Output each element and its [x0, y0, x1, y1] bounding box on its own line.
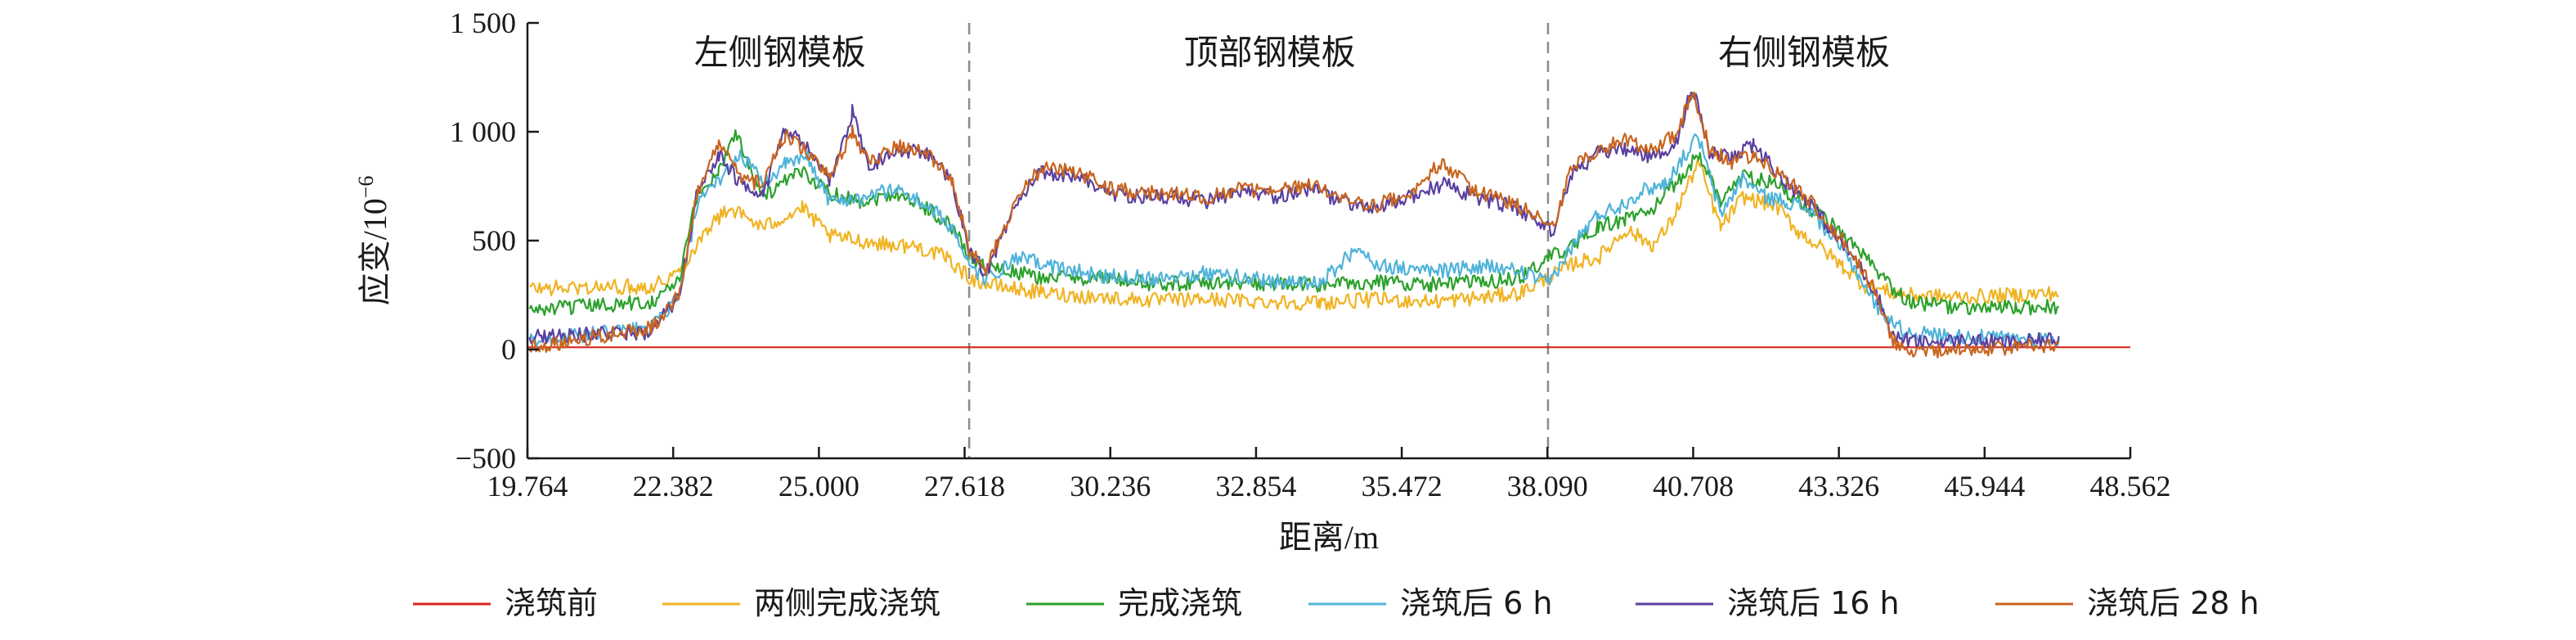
legend-label: 浇筑后 28 h: [2087, 585, 2260, 621]
legend-label: 两侧完成浇筑: [754, 585, 940, 621]
x-tick-label: 38.090: [1507, 470, 1588, 503]
plot-layer: [967, 23, 1550, 458]
legend-label: 浇筑前: [505, 585, 598, 621]
x-tick-label: 35.472: [1362, 470, 1443, 503]
legend-label: 完成浇筑: [1118, 585, 1242, 621]
legend-label: 浇筑后 16 h: [1727, 585, 1900, 621]
region-label: 顶部钢模板: [1184, 33, 1356, 73]
x-tick-label: 43.326: [1798, 470, 1879, 503]
legend: 浇筑前 两侧完成浇筑 完成浇筑 浇筑后 6 h 浇筑后 16 h 浇筑后 28 h: [413, 585, 2260, 621]
x-axis-title: 距离/m: [1279, 519, 1379, 556]
x-tick-label: 19.764: [487, 470, 568, 503]
y-tick-label: 0: [501, 333, 516, 366]
region-label: 右侧钢模板: [1718, 33, 1890, 73]
legend-label: 浇筑后 6 h: [1400, 585, 1552, 621]
y-tick-label: −500: [456, 442, 516, 475]
series-line: [528, 133, 2060, 349]
y-tick-label: 1 000: [450, 115, 516, 148]
axis-layer: −500 0 500 1 000 1 500 19.764 22.382 25.000 27.6…: [354, 7, 2171, 556]
y-tick-label: 500: [472, 224, 516, 257]
y-axis-title: 应变/10−6: [354, 176, 393, 306]
y-tick-label: 1 500: [450, 7, 516, 39]
region-label: 左侧钢模板: [694, 33, 866, 73]
x-tick-label: 45.944: [1944, 470, 2025, 503]
x-tick-label: 30.236: [1070, 470, 1151, 503]
x-tick-label: 48.562: [2090, 470, 2171, 503]
series-layer: [527, 92, 2130, 358]
x-tick-label: 40.708: [1653, 470, 1734, 503]
x-tick-label: 25.000: [779, 470, 859, 503]
x-tick-label: 32.854: [1215, 470, 1296, 503]
x-tick-label: 27.618: [924, 470, 1005, 503]
x-tick-label: 22.382: [633, 470, 714, 503]
series-line: [528, 92, 2060, 358]
series-line: [529, 160, 2060, 311]
y-axis-title-exponent: −6: [354, 176, 378, 199]
